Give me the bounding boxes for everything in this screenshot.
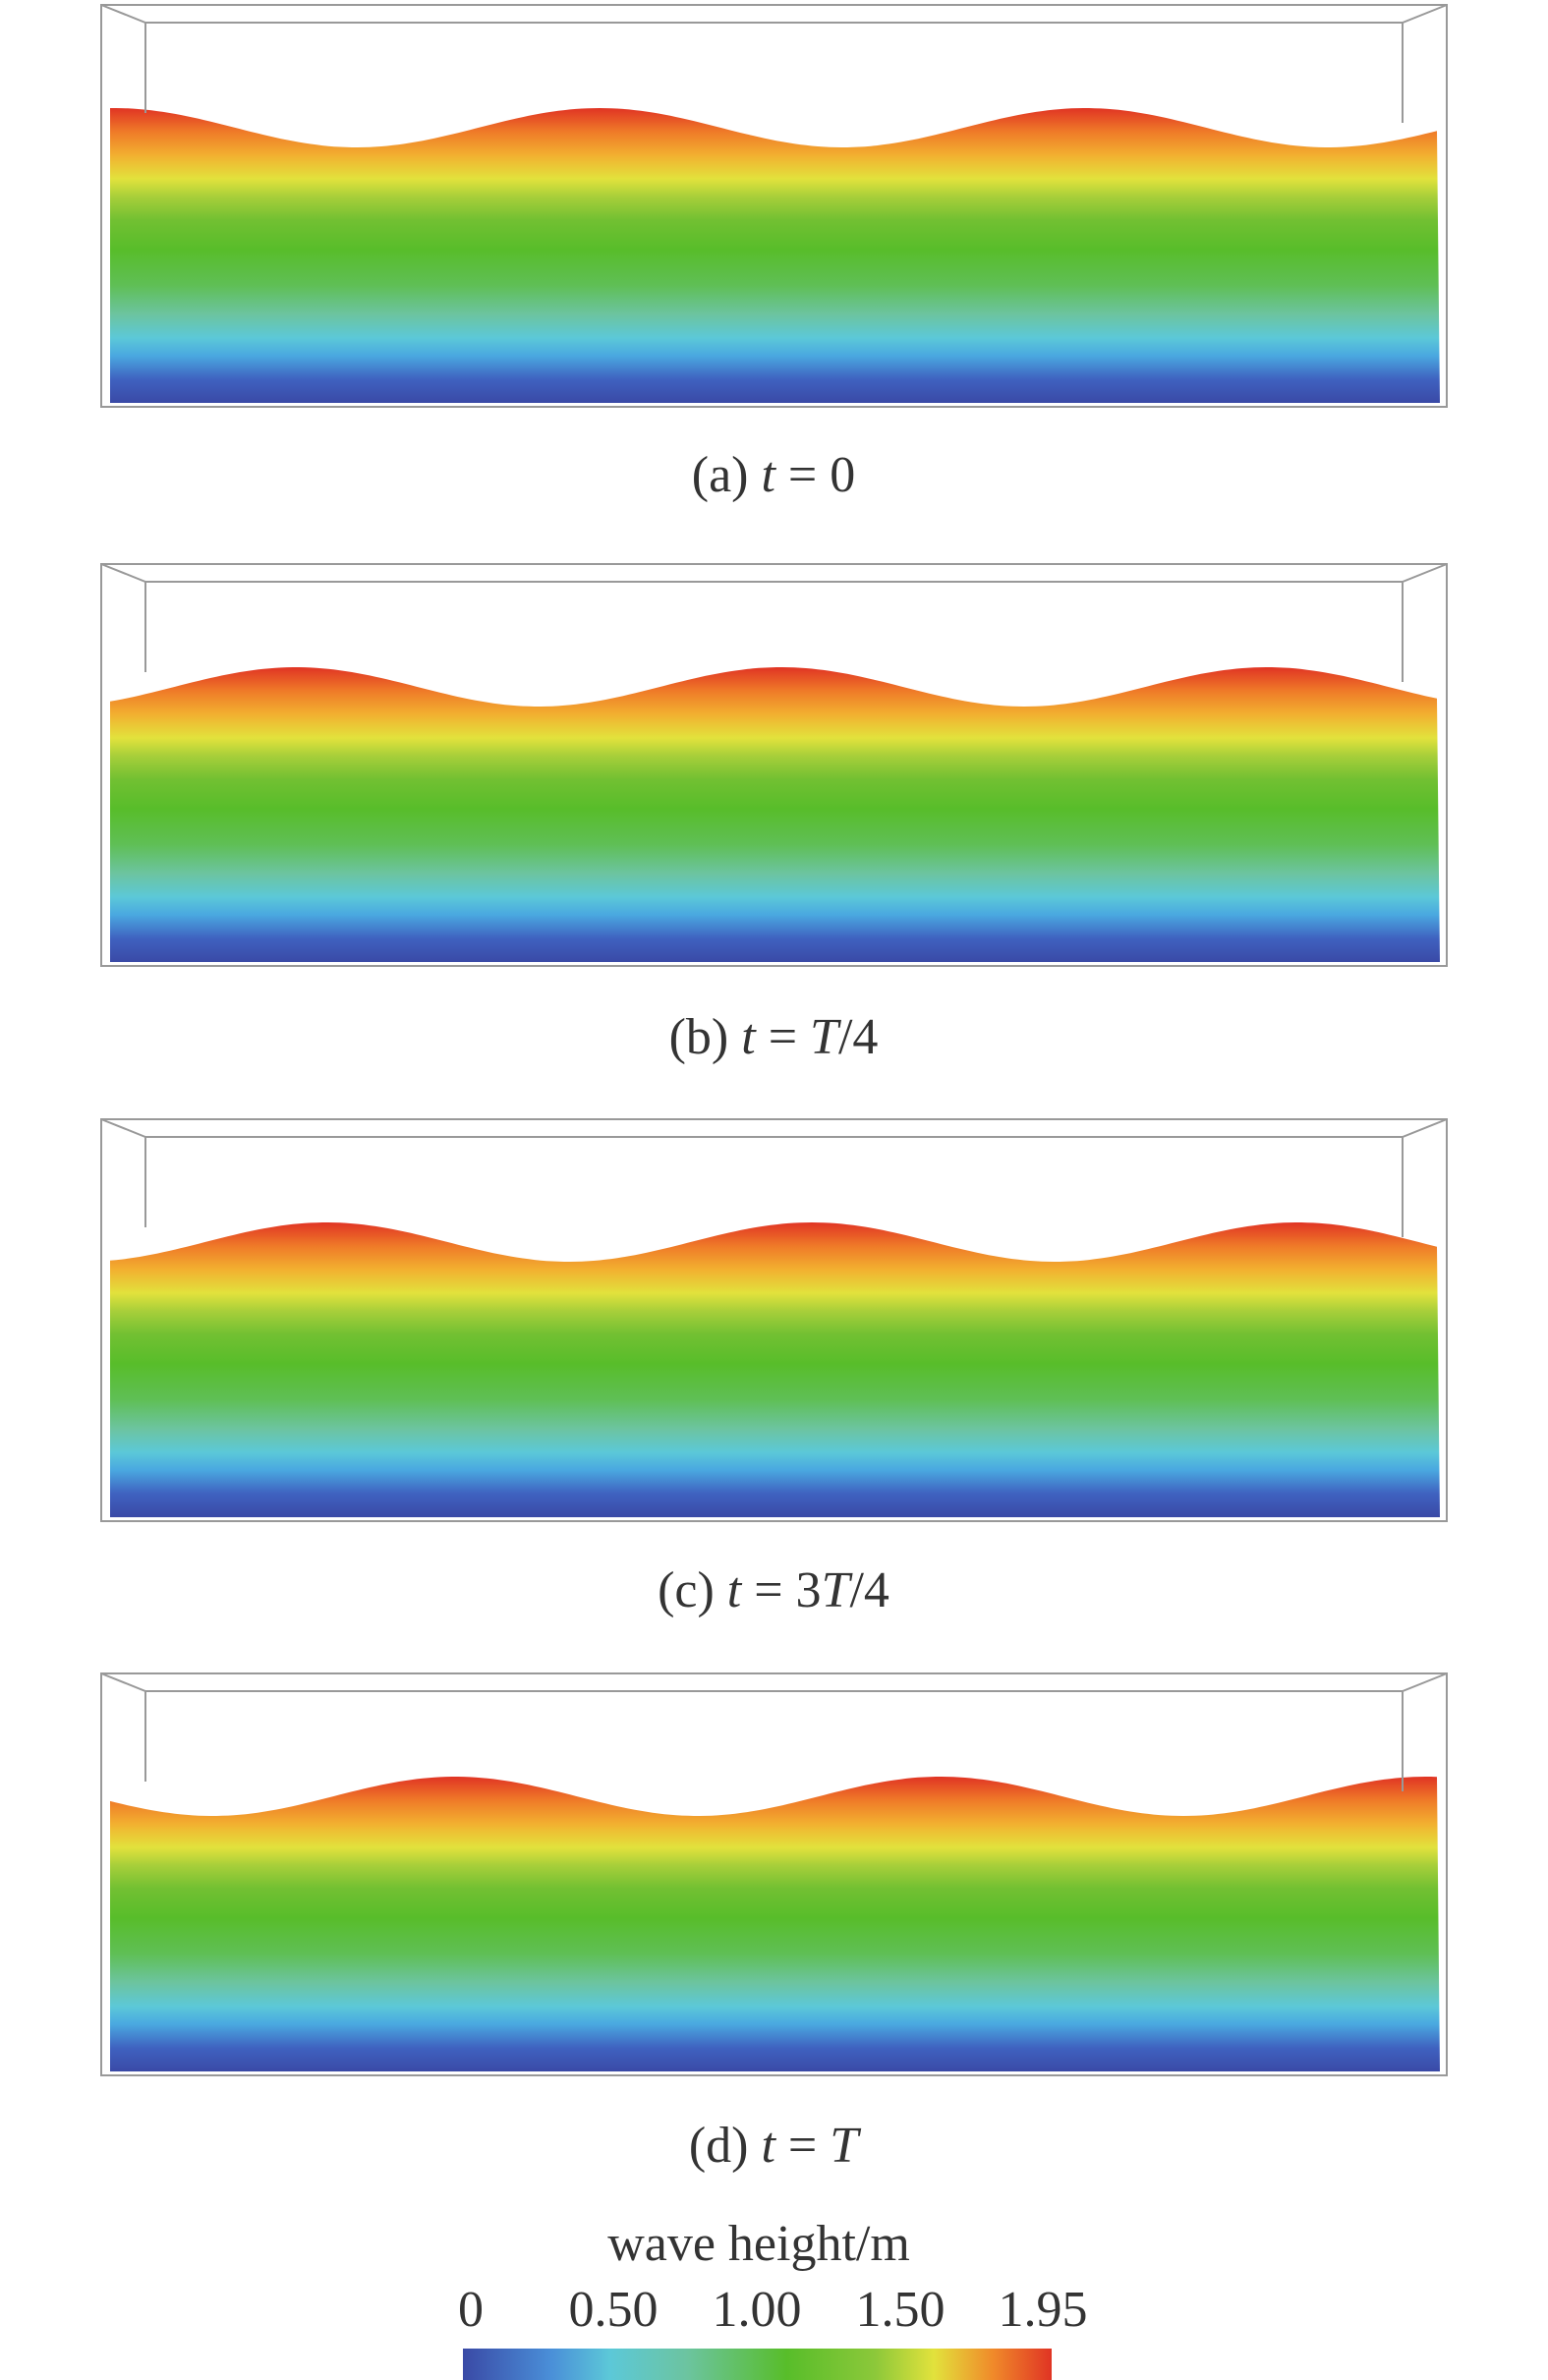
caption: (c) t = 3T/4 [658,1562,889,1618]
caption-part: T [822,1562,853,1618]
caption-part: t [761,2118,776,2174]
colorbar-title: wave height/m [607,2216,910,2272]
tank-frame [100,1118,1448,1522]
caption-part: = [775,2118,830,2174]
caption-part: /4 [849,1562,889,1618]
caption-part: (b) [669,1009,742,1065]
caption-part: = 3 [741,1562,821,1618]
colorbar-tick-label: 1.95 [999,2282,1088,2338]
water [110,1222,1440,1517]
water [110,667,1440,962]
caption-part: (c) [658,1562,727,1618]
water [110,1777,1440,2071]
caption-part: t [741,1009,757,1065]
colorbar [463,2349,1052,2380]
tank-back-frame [100,4,1448,123]
tank-frame [100,563,1448,967]
water [110,108,1440,403]
caption-part: (a) [692,447,762,503]
tank-back-frame [100,1672,1448,1791]
caption-part: T [810,1009,841,1065]
caption: (b) t = T/4 [669,1009,879,1065]
colorbar-tick-label: 0.50 [569,2282,659,2338]
caption-part: /4 [838,1009,878,1065]
colorbar-tick-label: 1.00 [713,2282,802,2338]
caption-part: = 0 [775,447,855,503]
tank-frame [100,4,1448,408]
caption-part: = [756,1009,810,1065]
caption-part: t [761,447,776,503]
colorbar-tick-label: 1.50 [856,2282,946,2338]
caption-part: (d) [689,2118,762,2174]
caption: (d) t = T [689,2118,861,2174]
caption-part: T [830,2118,861,2174]
tank-frame [100,1672,1448,2076]
colorbar-tick-label: 0 [458,2282,484,2338]
caption-part: t [727,1562,743,1618]
caption: (a) t = 0 [692,447,856,503]
tank-back-frame [100,1118,1448,1237]
tank-back-frame [100,563,1448,682]
